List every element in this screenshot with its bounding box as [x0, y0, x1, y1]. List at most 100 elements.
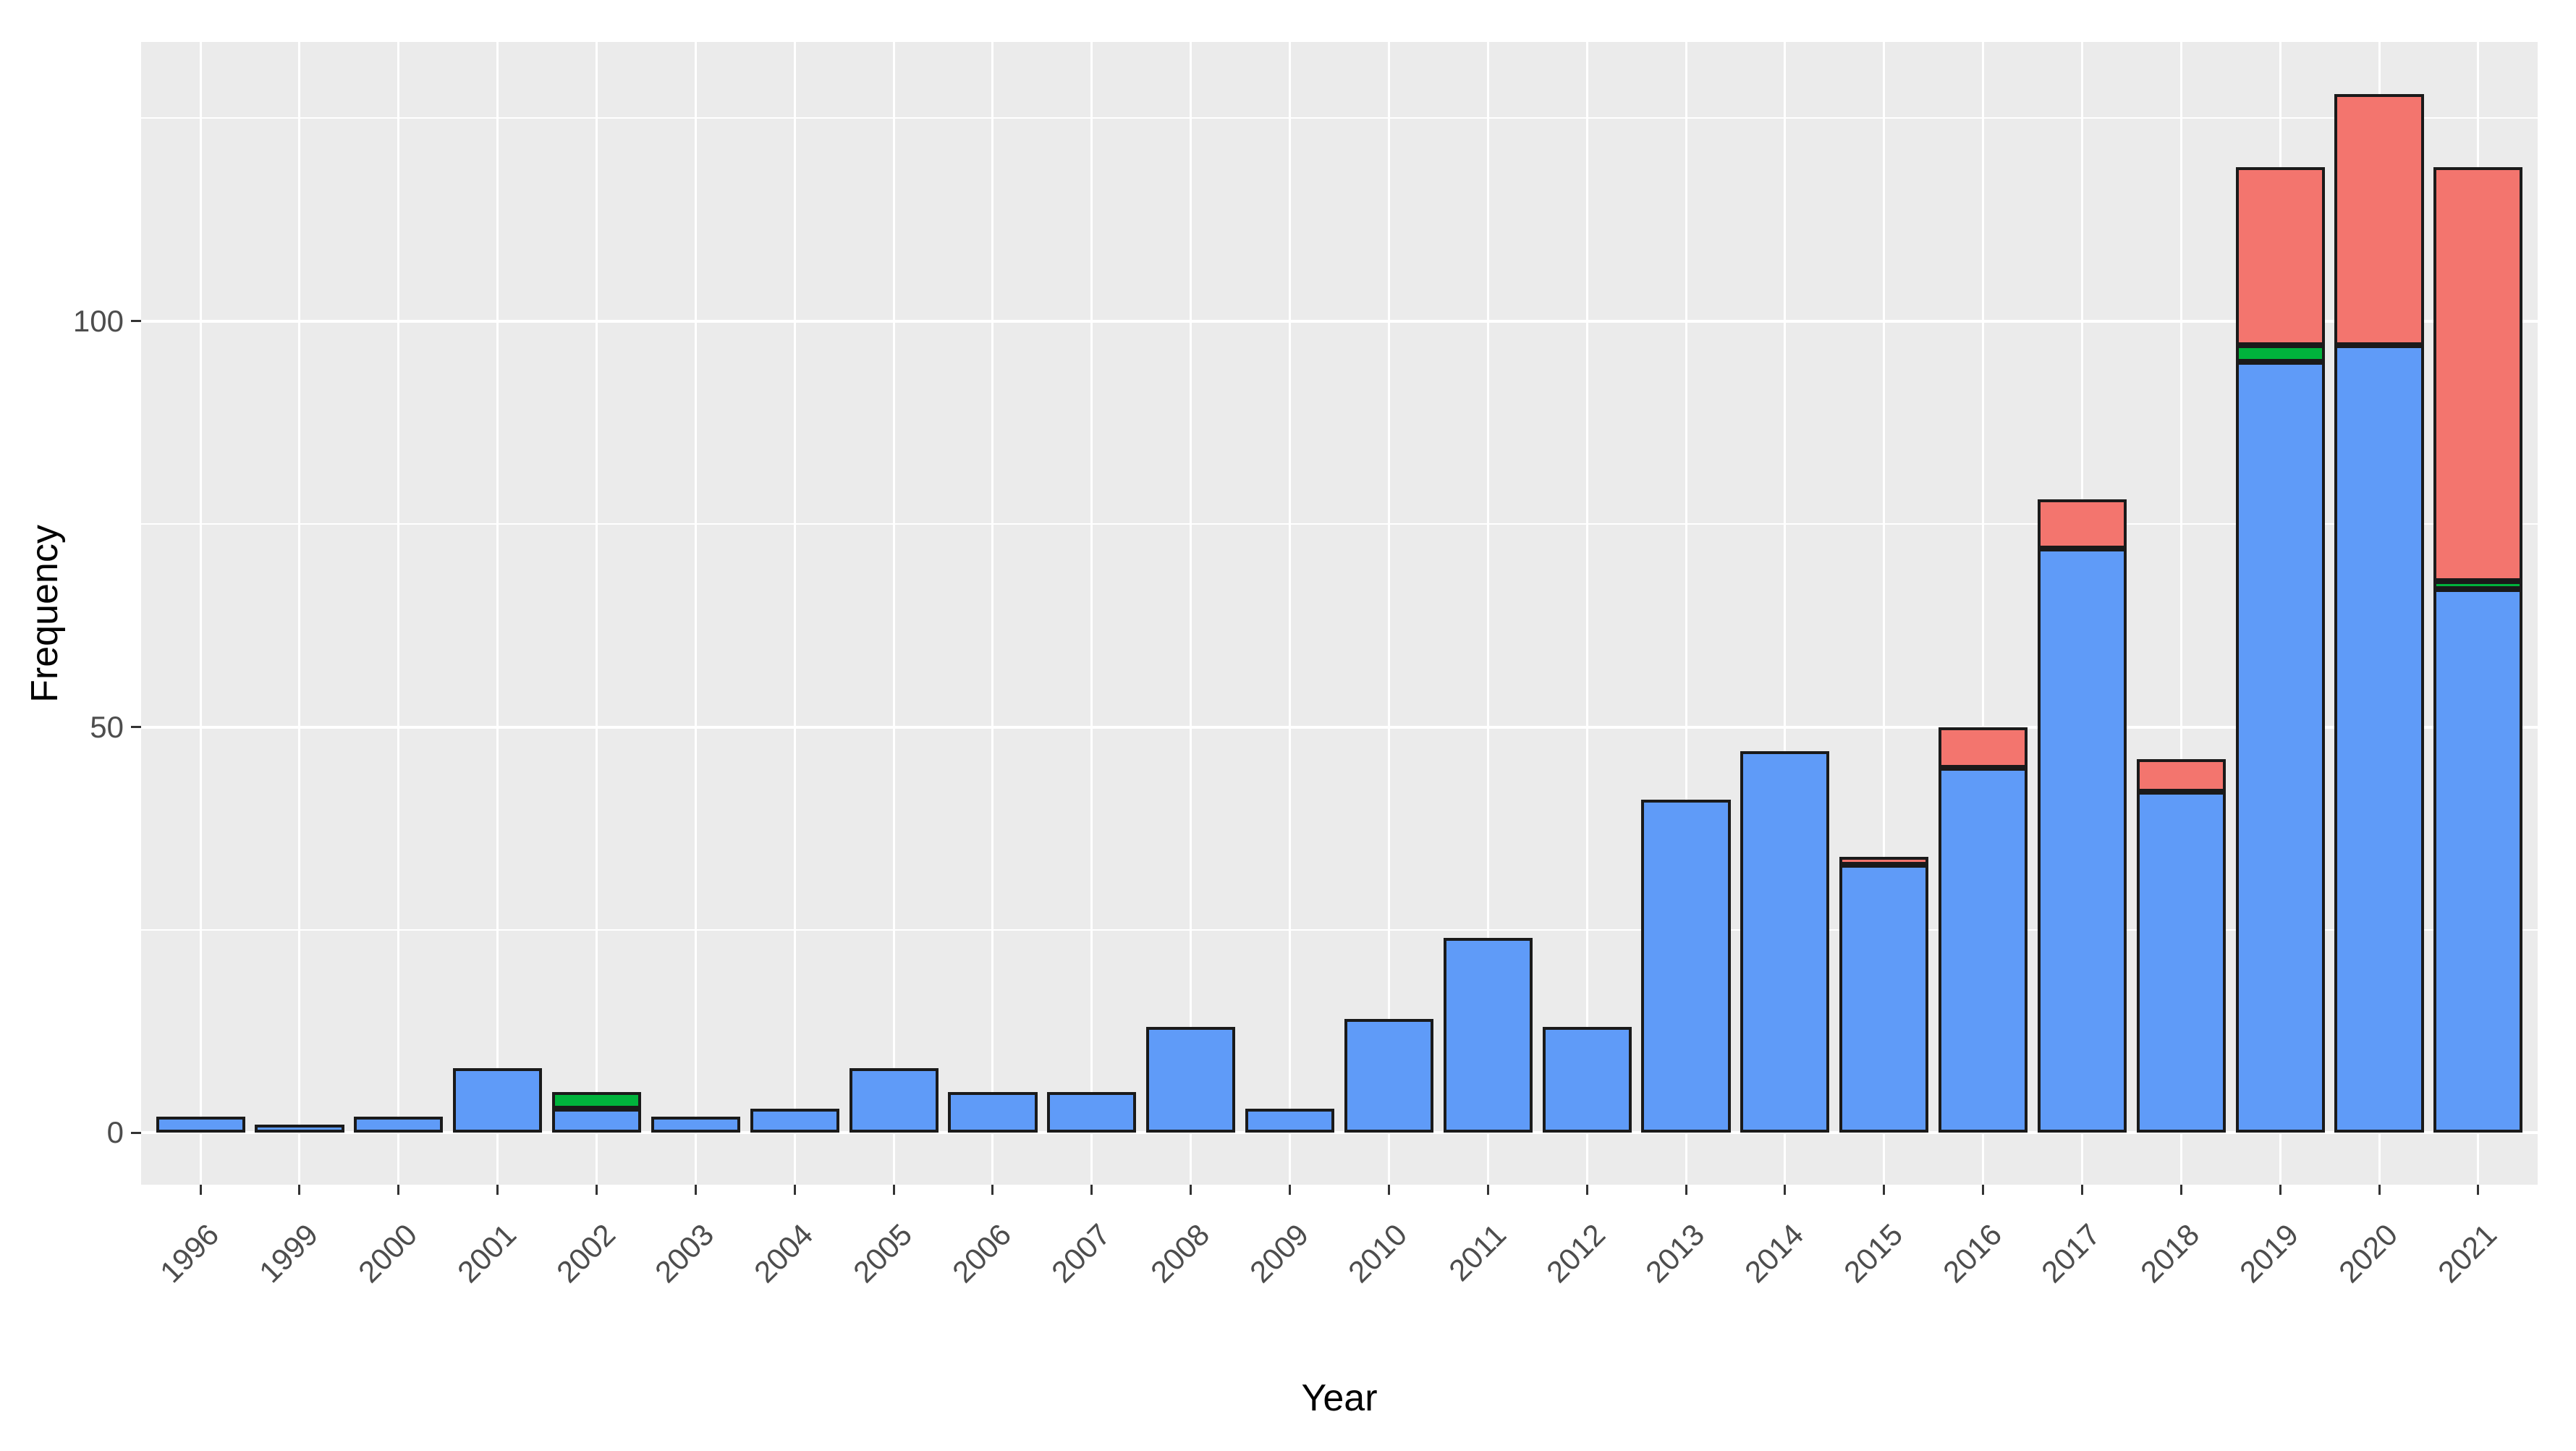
- gridline-major-v: [991, 42, 994, 1185]
- gridline-major-v: [596, 42, 598, 1185]
- x-tick-label-2019: 2019: [2233, 1217, 2305, 1290]
- bar-segment-2000-blue: [354, 1116, 444, 1133]
- gridline-major-v: [694, 42, 697, 1185]
- bar-segment-2009-blue: [1245, 1108, 1335, 1133]
- bar-segment-2021-blue: [2433, 588, 2523, 1133]
- x-tick-label-2021: 2021: [2431, 1217, 2504, 1290]
- bar-segment-2018-blue: [2136, 792, 2226, 1133]
- x-tick: [793, 1185, 796, 1195]
- gridline-major-v: [1685, 42, 1687, 1185]
- gridline-minor-h: [141, 928, 2538, 931]
- bar-segment-2016-red: [1939, 727, 2028, 768]
- gridline-major-v: [1883, 42, 1886, 1185]
- x-tick: [298, 1185, 301, 1195]
- bar-segment-2015-blue: [1839, 865, 1929, 1133]
- x-tick: [1090, 1185, 1093, 1195]
- bar-segment-2002-green: [551, 1092, 642, 1109]
- y-tick: [131, 320, 141, 323]
- x-axis-title: Year: [1301, 1377, 1378, 1419]
- x-tick-label-2017: 2017: [2035, 1217, 2107, 1290]
- bar-segment-2010-blue: [1344, 1019, 1433, 1133]
- bar-segment-2014-blue: [1740, 751, 1830, 1133]
- bar-segment-2021-green: [2433, 580, 2523, 589]
- x-tick: [1784, 1185, 1787, 1195]
- bar-segment-2019-red: [2235, 166, 2325, 346]
- x-tick-label-2006: 2006: [945, 1217, 1018, 1290]
- x-tick-label-2011: 2011: [1442, 1217, 1513, 1288]
- x-tick: [2080, 1185, 2083, 1195]
- bar-segment-2016-blue: [1939, 767, 2028, 1133]
- x-tick: [2179, 1185, 2182, 1195]
- bar-segment-2008-blue: [1146, 1027, 1236, 1133]
- x-tick-label-2016: 2016: [1936, 1217, 2008, 1290]
- gridline-minor-h: [141, 523, 2538, 525]
- gridline-major-v: [1982, 42, 1985, 1185]
- x-tick-label-2000: 2000: [351, 1217, 424, 1290]
- bar-segment-2007-blue: [1047, 1092, 1137, 1133]
- x-tick: [2477, 1185, 2480, 1195]
- bar-segment-2017-blue: [2037, 548, 2127, 1133]
- bar-segment-2001-blue: [453, 1067, 543, 1133]
- x-tick: [496, 1185, 499, 1195]
- x-tick-label-2010: 2010: [1342, 1217, 1414, 1290]
- x-tick: [1685, 1185, 1687, 1195]
- gridline-minor-h: [141, 117, 2538, 119]
- y-tick-label-50: 50: [90, 709, 124, 744]
- bar-segment-2003-blue: [651, 1116, 740, 1133]
- x-tick-label-1996: 1996: [153, 1217, 226, 1290]
- x-tick: [1486, 1185, 1489, 1195]
- bar-segment-2021-red: [2433, 166, 2523, 581]
- gridline-major-h: [141, 725, 2538, 729]
- x-tick-label-2018: 2018: [2134, 1217, 2206, 1290]
- x-tick: [892, 1185, 895, 1195]
- x-tick-label-1999: 1999: [252, 1217, 325, 1290]
- y-tick: [131, 726, 141, 728]
- x-tick: [991, 1185, 994, 1195]
- bar-segment-2002-blue: [551, 1108, 642, 1133]
- y-tick: [131, 1131, 141, 1134]
- gridline-major-v: [793, 42, 796, 1185]
- bar-segment-2015-red: [1839, 856, 1929, 866]
- gridline-major-v: [1585, 42, 1588, 1185]
- bar-segment-2011-blue: [1443, 938, 1533, 1133]
- bar-segment-1996-blue: [156, 1116, 245, 1133]
- x-tick-label-2012: 2012: [1540, 1217, 1612, 1290]
- gridline-major-v: [1090, 42, 1093, 1185]
- x-tick-label-2001: 2001: [450, 1217, 522, 1290]
- gridline-major-v: [892, 42, 895, 1185]
- gridline-major-v: [1387, 42, 1390, 1185]
- gridline-major-v: [199, 42, 202, 1185]
- gridline-major-v: [1289, 42, 1292, 1185]
- x-tick: [1585, 1185, 1588, 1195]
- x-tick: [1289, 1185, 1292, 1195]
- x-tick-label-2009: 2009: [1242, 1217, 1315, 1290]
- gridline-major-h: [141, 1131, 2538, 1135]
- x-tick: [1190, 1185, 1192, 1195]
- x-tick-label-2014: 2014: [1737, 1217, 1810, 1290]
- x-tick: [199, 1185, 202, 1195]
- bar-segment-2013-blue: [1641, 800, 1731, 1133]
- gridline-major-v: [2179, 42, 2182, 1185]
- bar-segment-2020-blue: [2334, 345, 2424, 1133]
- x-tick-label-2005: 2005: [847, 1217, 919, 1290]
- y-axis-title: Frequency: [24, 524, 66, 703]
- x-tick: [1387, 1185, 1390, 1195]
- bar-segment-2020-red: [2334, 93, 2424, 346]
- x-tick-label-2004: 2004: [747, 1217, 820, 1290]
- gridline-major-v: [1190, 42, 1192, 1185]
- x-tick-label-2002: 2002: [549, 1217, 622, 1290]
- bar-segment-2017-red: [2037, 499, 2127, 549]
- bar-segment-2018-red: [2136, 759, 2226, 792]
- bar-segment-1999-blue: [255, 1125, 344, 1133]
- bar-segment-2019-blue: [2235, 361, 2325, 1133]
- x-tick-label-2008: 2008: [1143, 1217, 1216, 1290]
- gridline-major-v: [298, 42, 301, 1185]
- y-tick-label-0: 0: [106, 1115, 124, 1150]
- x-tick: [397, 1185, 400, 1195]
- gridline-major-v: [496, 42, 499, 1185]
- gridline-major-h: [141, 319, 2538, 323]
- x-tick: [1982, 1185, 1985, 1195]
- bar-segment-2005-blue: [849, 1067, 939, 1133]
- y-tick-label-100: 100: [72, 303, 124, 338]
